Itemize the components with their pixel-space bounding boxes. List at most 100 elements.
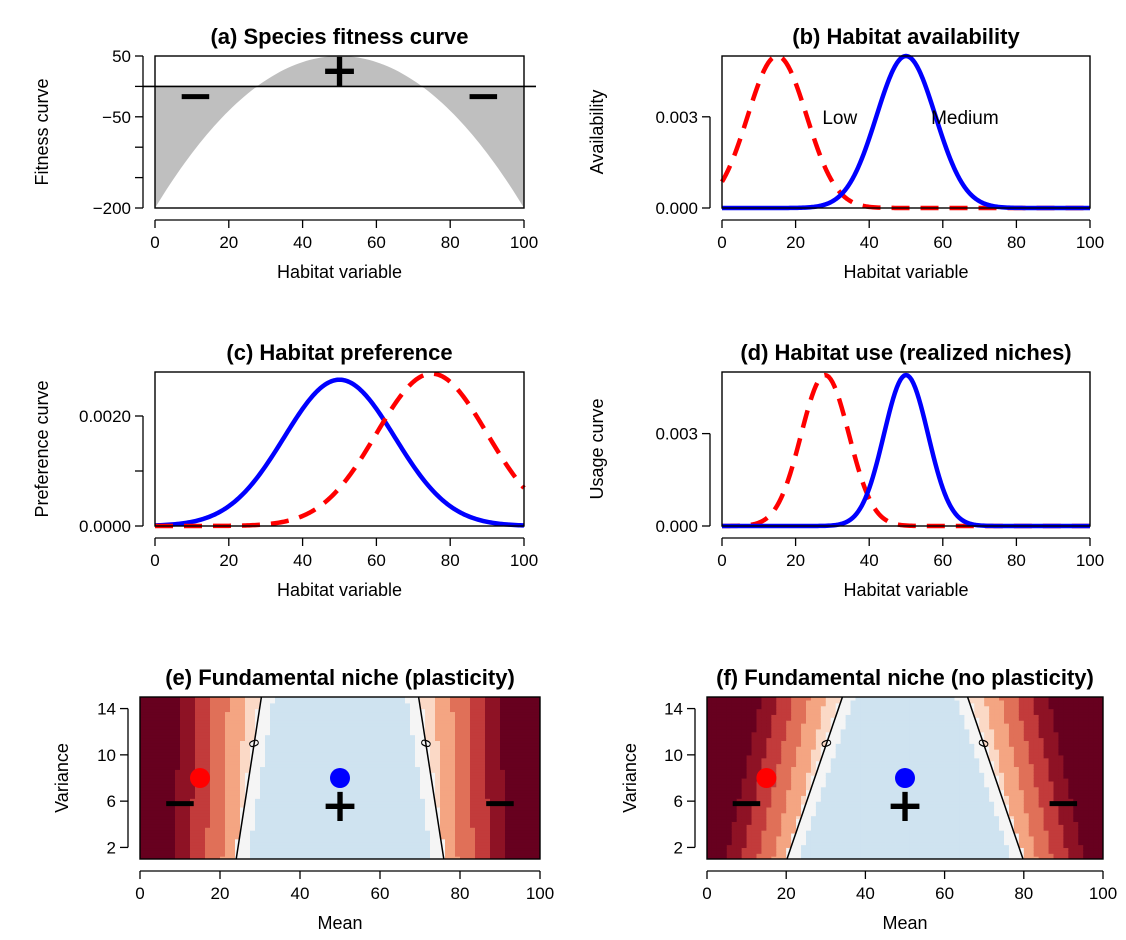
- heatmap-cell: [355, 821, 361, 825]
- heatmap-cell: [520, 853, 526, 857]
- heatmap-cell: [140, 812, 146, 817]
- heatmap-cell: [325, 708, 331, 713]
- heatmap-cell: [235, 702, 241, 707]
- heatmap-cell: [495, 821, 501, 825]
- heatmap-cell: [490, 766, 496, 770]
- heatmap-cell: [480, 775, 486, 779]
- heatmap-cell: [325, 772, 331, 776]
- heatmap-cell: [510, 856, 516, 859]
- heatmap-cell: [300, 804, 306, 808]
- heatmap-cell: [405, 792, 411, 796]
- heatmap-cell: [711, 749, 718, 753]
- heatmap-cell: [400, 717, 406, 721]
- heatmap-cell: [240, 743, 246, 747]
- heatmap-cell: [315, 827, 321, 831]
- heatmap-cell: [195, 795, 201, 799]
- heatmap-cell: [180, 697, 186, 701]
- heatmap-cell: [165, 769, 171, 773]
- heatmap-cell: [455, 806, 461, 811]
- heatmap-cell: [180, 728, 186, 733]
- heatmap-cell: [245, 832, 251, 837]
- heatmap-cell: [515, 835, 521, 840]
- heatmap-cell: [360, 783, 366, 788]
- heatmap-cell: [370, 824, 376, 828]
- y-tick-label: 0.0020: [79, 407, 131, 426]
- heatmap-cell: [470, 838, 476, 843]
- heatmap-cell: [430, 775, 436, 779]
- heatmap-cell: [505, 746, 511, 750]
- heatmap-cell: [405, 766, 411, 770]
- heatmap-cell: [510, 795, 516, 799]
- heatmap-cell: [260, 818, 266, 822]
- heatmap-cell: [435, 789, 441, 794]
- heatmap-cell: [185, 838, 191, 843]
- heatmap-cell: [205, 740, 211, 744]
- heatmap-cell: [405, 751, 411, 756]
- panel-d-title: (d) Habitat use (realized niches): [740, 340, 1071, 365]
- heatmap-cell: [470, 754, 476, 759]
- heatmap-cell: [375, 850, 381, 854]
- heatmap-cell: [400, 780, 406, 785]
- heatmap-cell: [410, 763, 416, 768]
- heatmap-cell: [375, 711, 381, 715]
- heatmap-cell: [465, 723, 471, 727]
- heatmap-cell: [470, 749, 476, 753]
- heatmap-cell: [395, 769, 401, 773]
- heatmap-cell: [275, 711, 281, 715]
- heatmap-cell: [485, 725, 491, 730]
- heatmap-cell: [405, 850, 411, 854]
- heatmap-cell: [165, 731, 171, 736]
- heatmap-cell: [270, 705, 276, 710]
- plot-frame: [154, 55, 525, 209]
- heatmap-cell: [210, 847, 216, 851]
- heatmap-cell: [405, 708, 411, 713]
- heatmap-cell: [380, 780, 386, 785]
- heatmap-cell: [375, 723, 381, 727]
- heatmap-cell: [490, 705, 496, 710]
- heatmap-cell: [190, 760, 196, 765]
- heatmap-cell: [330, 844, 336, 849]
- heatmap-cell: [360, 746, 366, 750]
- heatmap-cell: [375, 731, 381, 736]
- heatmap-cell: [220, 786, 226, 791]
- heatmap-cell: [731, 844, 738, 849]
- heatmap-cell: [711, 708, 718, 713]
- heatmap-cell: [340, 809, 346, 814]
- heatmap-cell: [390, 743, 396, 747]
- heatmap-cell: [170, 737, 176, 741]
- heatmap-cell: [375, 708, 381, 713]
- heatmap-cell: [325, 806, 331, 811]
- heatmap-cell: [345, 809, 351, 814]
- heatmap-cell: [280, 769, 286, 773]
- heatmap-cell: [530, 717, 536, 721]
- heatmap-cell: [440, 775, 446, 779]
- heatmap-cell: [360, 801, 366, 805]
- heatmap-cell: [515, 818, 521, 822]
- heatmap-cell: [480, 714, 486, 718]
- heatmap-cell: [145, 699, 151, 704]
- heatmap-cell: [450, 772, 456, 776]
- heatmap-cell: [535, 697, 540, 701]
- heatmap-cell: [220, 763, 226, 768]
- heatmap-cell: [240, 705, 246, 710]
- heatmap-cell: [450, 743, 456, 747]
- heatmap-cell: [711, 734, 718, 739]
- heatmap-cell: [490, 708, 496, 713]
- heatmap-cell: [480, 697, 486, 701]
- heatmap-cell: [430, 778, 436, 782]
- heatmap-cell: [295, 795, 301, 799]
- heatmap-cell: [320, 766, 326, 770]
- heatmap-cell: [270, 798, 276, 802]
- heatmap-cell: [270, 850, 276, 854]
- heatmap-cell: [490, 830, 496, 834]
- heatmap-cell: [365, 818, 371, 822]
- heatmap-cell: [310, 746, 316, 750]
- heatmap-cell: [495, 853, 501, 857]
- heatmap-cell: [495, 795, 501, 799]
- heatmap-cell: [490, 769, 496, 773]
- heatmap-cell: [350, 757, 356, 762]
- heatmap-cell: [270, 714, 276, 718]
- heatmap-cell: [465, 856, 471, 859]
- heatmap-cell: [375, 824, 381, 828]
- heatmap-cell: [716, 720, 723, 724]
